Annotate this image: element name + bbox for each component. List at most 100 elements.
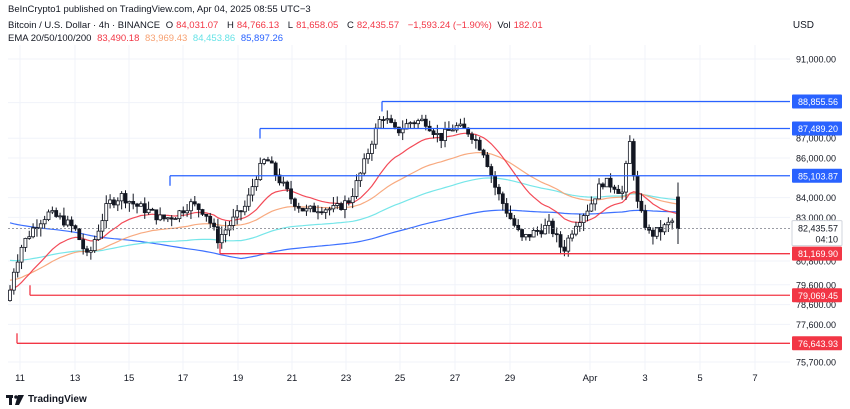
current-price-label: 82,435.57 xyxy=(798,224,838,234)
candle-body xyxy=(269,160,274,164)
tradingview-logo[interactable]: TradingView xyxy=(6,394,87,405)
candle-body xyxy=(408,122,413,125)
candle-body xyxy=(15,261,20,273)
candle-body xyxy=(339,203,344,210)
candle-body xyxy=(219,234,224,244)
ema-100-value: 84,453.86 xyxy=(192,33,236,44)
candle-body xyxy=(215,226,220,244)
candle-body xyxy=(335,203,340,206)
candle-body xyxy=(189,201,193,212)
candle-body xyxy=(46,211,51,221)
support-label-box xyxy=(792,288,842,303)
candle-body xyxy=(420,118,424,122)
ohlc-high: H 84,766.13 xyxy=(226,20,280,31)
candle-body xyxy=(616,188,621,194)
candle-body xyxy=(254,179,259,188)
ema-50-value: 83,969.43 xyxy=(145,33,188,44)
candle-body xyxy=(319,211,324,214)
candle-body xyxy=(323,209,328,213)
candle-body xyxy=(574,225,578,235)
price-tick-label: 86,000.00 xyxy=(796,154,836,164)
candle-body xyxy=(258,163,263,180)
candle-body xyxy=(539,230,544,235)
candle-body xyxy=(343,200,347,210)
candle-body xyxy=(516,224,521,230)
symbol-legend[interactable]: Bitcoin / U.S. Dollar · 4h · BINANCE O 84… xyxy=(8,20,549,31)
candle-body xyxy=(670,220,675,223)
candle-body xyxy=(489,166,494,177)
candle-body xyxy=(131,201,136,205)
candle-body xyxy=(231,216,236,226)
candle-body xyxy=(92,239,97,251)
candle-body xyxy=(443,128,447,141)
candle-body xyxy=(608,177,613,188)
candle-body xyxy=(62,215,66,226)
price-tick-label: 84,000.00 xyxy=(796,193,836,203)
candle-body xyxy=(119,193,124,202)
published-line: BeInCrypto1 published on TradingView.com… xyxy=(8,4,311,15)
candle-body xyxy=(400,128,405,134)
candle-body xyxy=(304,208,309,212)
resistance-label: 85,103.87 xyxy=(798,171,838,181)
candle-body xyxy=(589,203,594,212)
candle-body xyxy=(331,205,336,210)
candle-body xyxy=(135,203,139,207)
candle-body xyxy=(204,213,209,217)
candle-body xyxy=(508,212,513,220)
candle-body xyxy=(396,126,401,134)
candle-body xyxy=(185,210,190,214)
candle-body xyxy=(312,205,317,213)
time-tick-label: 19 xyxy=(233,373,244,384)
candle-body xyxy=(123,193,128,204)
candle-body xyxy=(154,209,159,221)
candle-body xyxy=(462,123,467,129)
candle-body xyxy=(666,221,671,226)
candle-body xyxy=(11,271,16,291)
candle-body xyxy=(439,132,444,141)
candle-body xyxy=(138,203,143,207)
candle-body xyxy=(250,186,255,196)
support-label-box xyxy=(792,246,842,261)
price-chart[interactable]: 91,000.0088,800.0087,000.0086,000.0084,0… xyxy=(0,0,850,389)
time-tick-label: 27 xyxy=(450,373,461,384)
candle-body xyxy=(577,222,582,227)
candle-body xyxy=(604,177,609,188)
candle-body xyxy=(96,230,101,241)
candle-body xyxy=(262,159,267,164)
candle-body xyxy=(200,209,205,215)
candle-body xyxy=(627,141,632,164)
candle-body xyxy=(50,210,55,213)
candle-body xyxy=(212,222,216,228)
candle-body xyxy=(112,199,116,206)
candle-body xyxy=(292,198,297,207)
price-tick-label: 87,000.00 xyxy=(796,134,836,144)
candle-body xyxy=(8,289,12,302)
candle-body xyxy=(493,175,498,188)
time-tick-label: 11 xyxy=(15,373,25,384)
candle-body xyxy=(458,123,463,127)
candle-body xyxy=(631,141,636,177)
candle-body xyxy=(300,207,305,212)
symbol-name[interactable]: Bitcoin / U.S. Dollar · 4h · BINANCE xyxy=(8,20,161,31)
candle-body xyxy=(520,229,524,238)
footer: TradingView xyxy=(0,389,850,409)
ema-label[interactable]: EMA 20/50/100/200 xyxy=(8,33,92,44)
price-tick-label: 83,000.00 xyxy=(796,213,836,223)
candle-body xyxy=(235,210,240,218)
candle-body xyxy=(142,203,147,214)
time-tick-label: 29 xyxy=(505,373,516,384)
candle-body xyxy=(676,196,680,230)
time-tick-label: 15 xyxy=(124,373,135,384)
candle-body xyxy=(485,154,490,167)
candle-body xyxy=(146,208,151,214)
resistance-label-box xyxy=(792,121,842,136)
candle-body xyxy=(547,220,551,226)
ema-legend[interactable]: EMA 20/50/100/200 83,490.18 83,969.43 84… xyxy=(8,33,286,44)
candle-body xyxy=(196,203,201,210)
tradingview-brand: TradingView xyxy=(28,394,87,405)
ohlc-open: O 84,031.07 xyxy=(165,20,219,31)
currency-label[interactable]: USD xyxy=(792,20,814,31)
candle-body xyxy=(369,143,374,154)
ema-200-value: 85,897.26 xyxy=(240,33,284,44)
support-label: 81,169.90 xyxy=(798,249,838,259)
